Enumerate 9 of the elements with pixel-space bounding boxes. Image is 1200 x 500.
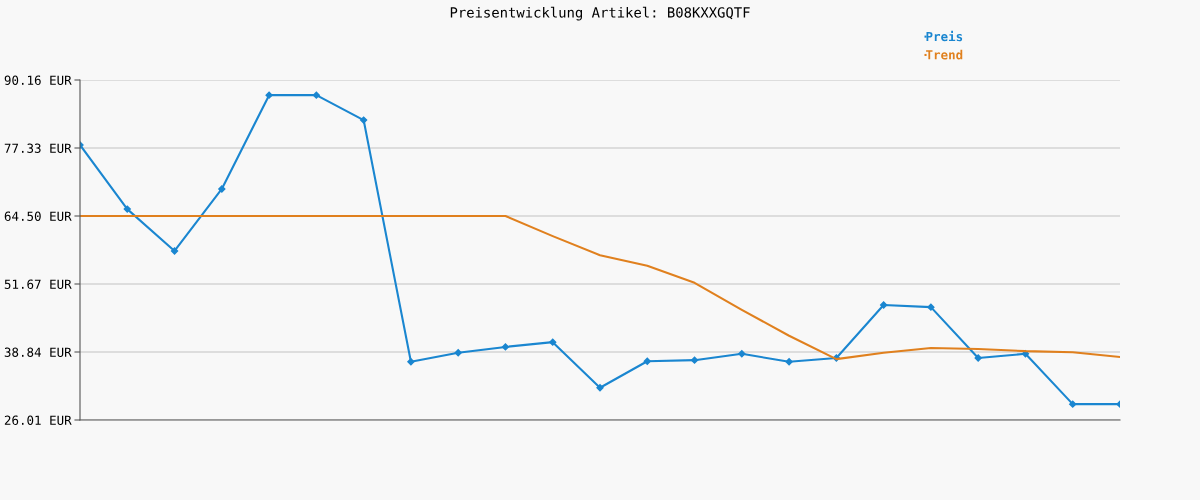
y-tick-label: 51.67 EUR (4, 279, 72, 289)
y-tick-label: 38.84 EUR (4, 347, 72, 357)
y-tick-label: 64.50 EUR (4, 211, 72, 221)
y-tick-label: 26.01 EUR (4, 415, 72, 425)
chart-title: Preisentwicklung Artikel: B08KXXGQTF (450, 6, 750, 21)
legend-label: Trend (926, 49, 963, 60)
y-tick-label: 77.33 EUR (4, 143, 72, 153)
legend-label: Preis (926, 30, 963, 42)
y-tick-label: 90.16 EUR (4, 75, 72, 85)
